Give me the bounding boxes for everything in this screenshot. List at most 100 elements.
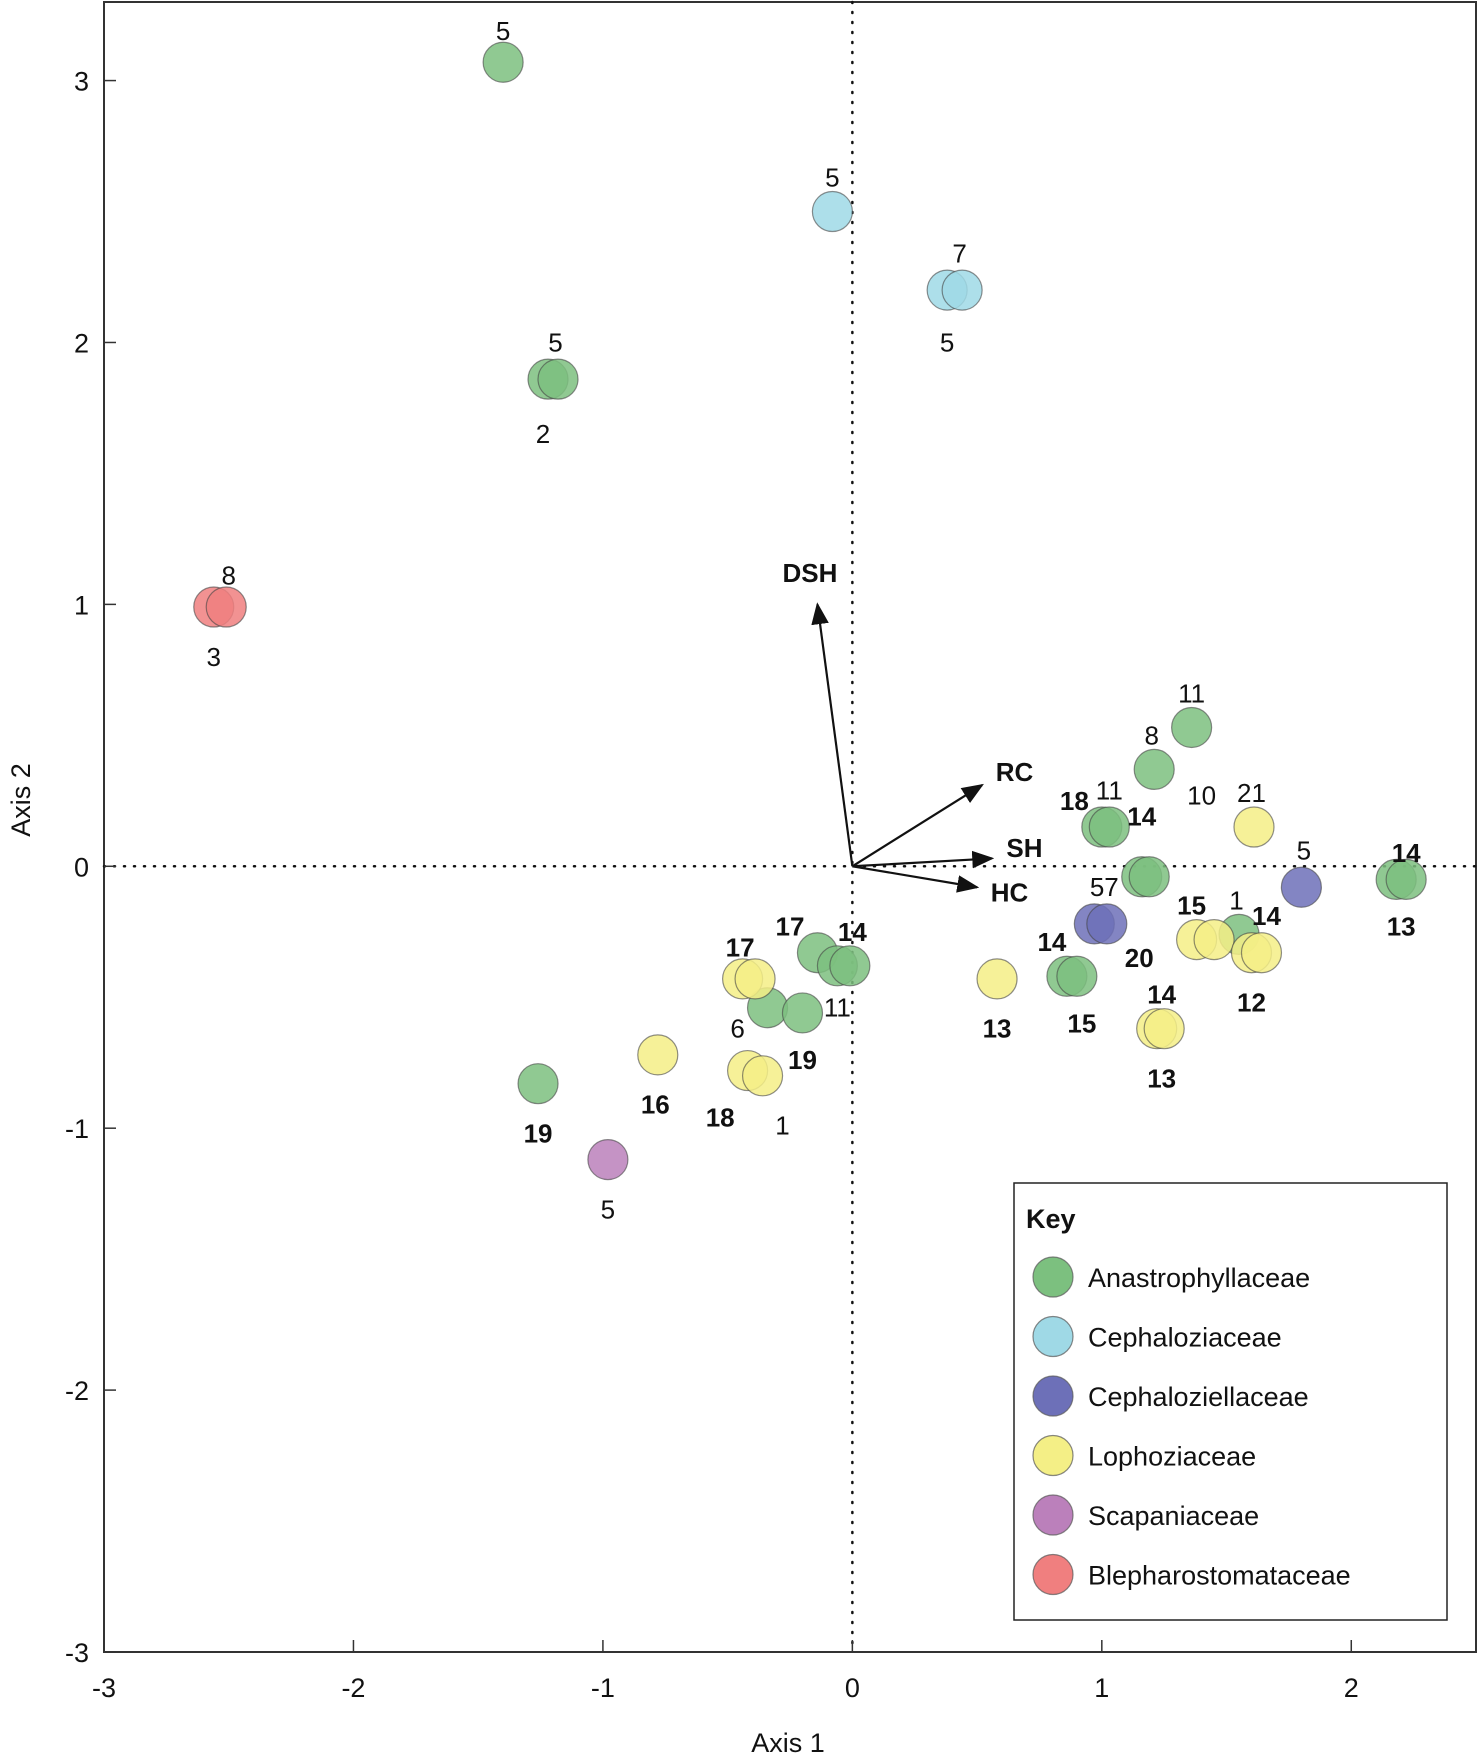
vector-label: SH	[1006, 833, 1042, 863]
legend-swatch	[1032, 1494, 1074, 1536]
y-tick-label: 1	[74, 590, 89, 620]
x-tick-label: 2	[1344, 1673, 1359, 1703]
vector-label: RC	[996, 757, 1034, 787]
point-label: 15	[1067, 1008, 1096, 1038]
legend-label: Blepharostomataceae	[1088, 1561, 1351, 1591]
data-point	[811, 190, 854, 233]
legend-label: Cephaloziaceae	[1088, 1323, 1282, 1353]
legend-swatch	[1032, 1315, 1074, 1358]
x-tick-label: 1	[1094, 1673, 1109, 1703]
legend-swatch	[1032, 1375, 1074, 1417]
series-anastrophyllaceae	[482, 41, 1427, 1105]
data-point	[482, 41, 524, 83]
data-point	[976, 958, 1018, 1000]
vector-arrow	[851, 783, 984, 868]
legend-item: Cephaloziellaceae	[1032, 1375, 1309, 1417]
point-label: 16	[641, 1090, 670, 1120]
data-point	[741, 1055, 784, 1097]
data-point	[1056, 955, 1098, 997]
point-label: 5	[940, 327, 954, 357]
data-point	[1086, 903, 1128, 945]
point-label: 14	[838, 917, 867, 947]
point-label: 7	[952, 238, 966, 268]
point-label: 5	[496, 16, 510, 46]
data-point	[537, 358, 579, 400]
vector-label: DSH	[783, 558, 838, 588]
legend-box	[1013, 1182, 1448, 1621]
vector-arrow	[852, 865, 980, 893]
point-label: 1	[775, 1111, 789, 1141]
point-label: 18	[1060, 786, 1089, 816]
point-label: 10	[1187, 781, 1216, 811]
legend-title: Key	[1026, 1204, 1076, 1234]
point-label: 17	[726, 932, 755, 962]
point-label: 5	[1297, 836, 1311, 866]
legend-item: Anastrophyllaceae	[1032, 1256, 1310, 1298]
vector-dsh: DSH	[783, 558, 854, 867]
data-point	[781, 992, 824, 1034]
legend-item: Scapaniaceae	[1032, 1494, 1259, 1536]
y-tick-label: 3	[74, 67, 89, 97]
data-point	[205, 586, 247, 628]
x-axis-title: Axis 1	[751, 1728, 825, 1757]
point-label: 19	[788, 1045, 817, 1075]
legend-label: Lophoziaceae	[1088, 1442, 1256, 1472]
legend-label: Cephaloziellaceae	[1088, 1382, 1309, 1412]
point-label: 14	[1392, 838, 1421, 868]
x-tick-label: 0	[845, 1673, 860, 1703]
series-lophoziaceae	[637, 806, 1283, 1097]
data-point	[941, 269, 983, 311]
data-point	[1133, 748, 1175, 790]
data-point	[1088, 806, 1130, 848]
point-label: 18	[706, 1103, 735, 1133]
point-label: 12	[1237, 987, 1266, 1017]
series-scapaniaceae	[587, 1139, 629, 1181]
point-label: 11	[1096, 775, 1123, 805]
y-axis-title: Axis 2	[6, 763, 36, 837]
point-label: 57	[1090, 872, 1119, 902]
point-label: 5	[825, 162, 839, 192]
vector-arrow	[811, 602, 854, 867]
point-label: 3	[207, 642, 221, 672]
legend-swatch	[1032, 1553, 1074, 1596]
point-label: 13	[983, 1014, 1012, 1044]
legend-swatch	[1032, 1256, 1074, 1298]
point-label: 15	[1177, 891, 1206, 921]
point-label: 5	[601, 1194, 615, 1224]
x-axis-ticks: -3 -2 -1 0 1 2	[92, 1640, 1359, 1703]
legend-label: Anastrophyllaceae	[1088, 1263, 1310, 1293]
data-point	[734, 958, 776, 1000]
point-label: 2	[536, 419, 550, 449]
data-point	[1171, 706, 1213, 749]
data-point	[1240, 932, 1283, 974]
legend: Key Anastrophyllaceae Cephaloziaceae Cepha…	[1013, 1182, 1448, 1621]
data-points	[193, 41, 1427, 1181]
y-tick-label: -2	[65, 1376, 89, 1406]
data-point	[829, 945, 871, 987]
y-tick-label: -3	[65, 1638, 89, 1668]
point-label: 14	[1037, 927, 1066, 957]
point-label: 14	[1127, 802, 1156, 832]
x-tick-label: -1	[591, 1673, 615, 1703]
vector-rc: RC	[851, 757, 1034, 868]
series-cephaloziaceae	[811, 190, 983, 311]
y-tick-label: 0	[74, 852, 89, 882]
point-label: 17	[776, 912, 805, 942]
plot-frame	[103, 1, 1477, 1653]
point-label: 8	[1144, 720, 1158, 750]
y-axis-ticks: -3 -2 -1 0 1 2 3	[65, 67, 116, 1668]
data-point	[1143, 1008, 1185, 1050]
data-point	[1385, 858, 1427, 900]
point-label: 13	[1387, 912, 1416, 942]
vector-label: HC	[991, 877, 1029, 907]
plot-border	[103, 1, 1477, 1653]
legend-label: Scapaniaceae	[1088, 1501, 1259, 1531]
point-label: 21	[1237, 778, 1266, 808]
x-tick-label: -3	[92, 1673, 116, 1703]
data-point	[1233, 806, 1275, 848]
data-point	[1128, 856, 1170, 898]
point-label: 20	[1125, 943, 1154, 973]
point-label: 11	[1178, 678, 1205, 708]
